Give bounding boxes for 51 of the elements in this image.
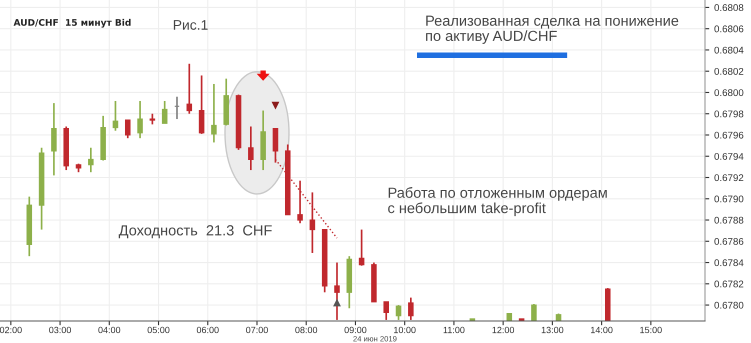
candlestick [531, 303, 537, 321]
candlestick [124, 119, 131, 140]
y-tick-label: 0.6794 [714, 152, 744, 160]
candlestick [248, 126, 254, 171]
annotation: Работа по отложенным ордерам с небольшим take-profit [388, 187, 607, 216]
text: AUD/CHF 15 минут Bid [14, 18, 131, 28]
y-tick-label: 0.6786 [714, 238, 744, 245]
candlestick [211, 83, 217, 144]
x-tick-label: 05:00 [148, 326, 170, 334]
candlestick [297, 180, 303, 224]
y-tick-label: 0.6790 [714, 196, 744, 202]
x-tick-label: 11:00 [444, 326, 465, 334]
x-tick-label: 04:00 [98, 326, 120, 334]
y-tick-label: 0.6798 [714, 110, 744, 118]
candlestick [150, 112, 156, 126]
y-tick-label: 0.6804 [714, 46, 744, 54]
y-tick-label: 0.6788 [714, 216, 744, 224]
x-tick-label: 15:00 [640, 326, 662, 334]
x-tick-label: 09:00 [344, 326, 366, 334]
candlestick [383, 301, 389, 321]
annotation: Доходность 21.3 CHF [118, 225, 272, 238]
y-tick-label: 0.6782 [714, 280, 744, 288]
x-tick-label: 02:00 [0, 326, 22, 334]
candlestick [137, 100, 143, 140]
y-tick-label: 0.6780 [714, 302, 744, 309]
candlestick [198, 74, 204, 135]
y-tick-label: 0.6806 [714, 25, 744, 32]
candlestick [112, 100, 118, 132]
candlestick [88, 146, 94, 174]
candlestick [51, 102, 57, 176]
y-tick-label: 0.6802 [714, 68, 744, 75]
candlestick [186, 62, 192, 115]
y-tick-label: 0.6792 [714, 174, 744, 182]
candlestick [408, 296, 414, 321]
x-tick-label: 08:00 [295, 326, 318, 334]
candlestick [358, 228, 364, 267]
y-tick-label: 0.6800 [714, 89, 744, 96]
x-tick-label: 12:00 [492, 326, 514, 334]
annotation: Реализованная сделка на понижение по активу AUD/CHF [426, 16, 678, 44]
candlestick [162, 100, 168, 124]
y-tick-label: 0.6784 [714, 259, 744, 266]
x-tick-label: 03:00 [49, 326, 72, 334]
annotation: Рис.1 [174, 20, 208, 30]
candlestick [396, 304, 402, 321]
y-tick-label: 0.6796 [714, 132, 744, 139]
x-tick-label: 07:00 [246, 326, 268, 334]
x-tick-label: 10:00 [394, 326, 416, 334]
y-tick-label: 0.6808 [714, 4, 744, 12]
x-tick-label: 13:00 [542, 326, 564, 334]
x-tick-label: 14:00 [591, 326, 613, 334]
x-tick-label: 06:00 [196, 326, 219, 334]
